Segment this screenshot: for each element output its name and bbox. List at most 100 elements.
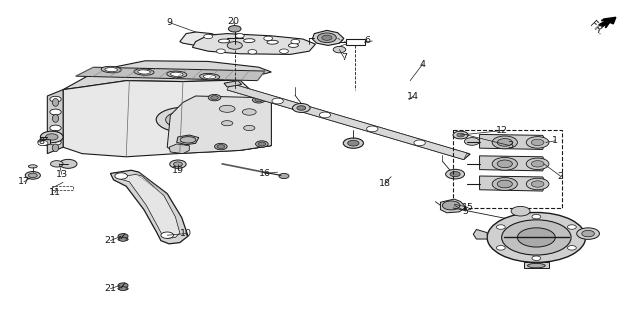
Circle shape bbox=[204, 34, 213, 39]
Polygon shape bbox=[240, 98, 271, 150]
Circle shape bbox=[292, 103, 310, 112]
Ellipse shape bbox=[203, 75, 216, 79]
Ellipse shape bbox=[221, 121, 233, 126]
Circle shape bbox=[118, 283, 128, 288]
Circle shape bbox=[531, 181, 544, 187]
Text: 18: 18 bbox=[379, 179, 391, 188]
Circle shape bbox=[215, 143, 227, 150]
Ellipse shape bbox=[199, 73, 220, 80]
Circle shape bbox=[161, 232, 174, 238]
Circle shape bbox=[40, 131, 63, 143]
Circle shape bbox=[50, 109, 61, 115]
Ellipse shape bbox=[528, 263, 545, 268]
Polygon shape bbox=[63, 80, 271, 157]
Circle shape bbox=[211, 96, 218, 100]
Ellipse shape bbox=[176, 116, 196, 124]
Circle shape bbox=[464, 138, 480, 145]
Circle shape bbox=[511, 206, 530, 216]
Circle shape bbox=[255, 98, 262, 102]
Circle shape bbox=[582, 230, 594, 237]
Circle shape bbox=[216, 49, 225, 53]
Circle shape bbox=[492, 136, 517, 149]
Text: 6: 6 bbox=[364, 36, 370, 45]
Circle shape bbox=[343, 138, 363, 148]
Circle shape bbox=[532, 214, 541, 219]
Polygon shape bbox=[119, 174, 180, 238]
Circle shape bbox=[457, 133, 464, 137]
Ellipse shape bbox=[118, 238, 128, 241]
Text: 21: 21 bbox=[104, 284, 117, 293]
Text: 12: 12 bbox=[495, 126, 508, 135]
Circle shape bbox=[497, 225, 505, 229]
Text: 2: 2 bbox=[557, 172, 563, 180]
Circle shape bbox=[50, 161, 63, 167]
Circle shape bbox=[367, 126, 378, 132]
Ellipse shape bbox=[244, 125, 255, 131]
Circle shape bbox=[235, 34, 244, 38]
Circle shape bbox=[526, 178, 549, 190]
Polygon shape bbox=[480, 156, 546, 171]
Circle shape bbox=[174, 162, 182, 166]
Circle shape bbox=[252, 97, 265, 103]
Circle shape bbox=[531, 139, 544, 146]
Ellipse shape bbox=[52, 144, 59, 152]
Text: 16: 16 bbox=[259, 169, 271, 178]
Circle shape bbox=[502, 220, 571, 255]
Circle shape bbox=[50, 140, 61, 145]
Polygon shape bbox=[440, 199, 466, 213]
Circle shape bbox=[258, 142, 266, 146]
Circle shape bbox=[50, 125, 61, 131]
Text: 21: 21 bbox=[104, 236, 117, 245]
Circle shape bbox=[414, 140, 425, 146]
Polygon shape bbox=[177, 135, 199, 145]
Circle shape bbox=[348, 140, 359, 146]
Circle shape bbox=[119, 287, 127, 291]
Circle shape bbox=[333, 46, 346, 53]
Text: 15: 15 bbox=[462, 203, 475, 212]
Polygon shape bbox=[180, 32, 224, 46]
Circle shape bbox=[256, 141, 268, 147]
Ellipse shape bbox=[118, 287, 128, 290]
Polygon shape bbox=[63, 61, 271, 90]
Ellipse shape bbox=[220, 105, 235, 112]
Circle shape bbox=[322, 35, 332, 40]
Circle shape bbox=[526, 137, 549, 148]
Circle shape bbox=[45, 134, 58, 140]
Ellipse shape bbox=[52, 99, 59, 106]
Ellipse shape bbox=[28, 165, 37, 168]
Circle shape bbox=[532, 256, 541, 260]
Circle shape bbox=[28, 173, 37, 178]
Text: 11: 11 bbox=[49, 188, 61, 197]
Polygon shape bbox=[524, 262, 549, 268]
Polygon shape bbox=[473, 229, 487, 239]
Polygon shape bbox=[312, 30, 344, 45]
Circle shape bbox=[517, 228, 555, 247]
Polygon shape bbox=[76, 67, 265, 81]
Polygon shape bbox=[38, 139, 50, 146]
Circle shape bbox=[208, 94, 221, 101]
Circle shape bbox=[531, 161, 544, 167]
Circle shape bbox=[445, 169, 464, 179]
Text: 10: 10 bbox=[180, 229, 192, 238]
Circle shape bbox=[317, 33, 336, 43]
Text: 14: 14 bbox=[407, 92, 420, 100]
Text: 13: 13 bbox=[56, 170, 68, 179]
Circle shape bbox=[279, 173, 289, 179]
Circle shape bbox=[38, 140, 48, 146]
FancyArrow shape bbox=[599, 17, 616, 27]
Ellipse shape bbox=[101, 66, 121, 73]
Circle shape bbox=[577, 228, 599, 239]
Ellipse shape bbox=[288, 44, 298, 47]
Circle shape bbox=[497, 139, 512, 146]
Text: 17: 17 bbox=[18, 177, 30, 186]
Polygon shape bbox=[480, 134, 546, 149]
Polygon shape bbox=[169, 144, 189, 154]
Ellipse shape bbox=[267, 40, 278, 44]
Circle shape bbox=[497, 246, 505, 250]
Ellipse shape bbox=[244, 39, 255, 43]
Circle shape bbox=[526, 158, 549, 170]
Text: 8: 8 bbox=[38, 137, 44, 146]
Circle shape bbox=[319, 112, 331, 118]
Polygon shape bbox=[167, 96, 271, 154]
Circle shape bbox=[442, 201, 460, 210]
